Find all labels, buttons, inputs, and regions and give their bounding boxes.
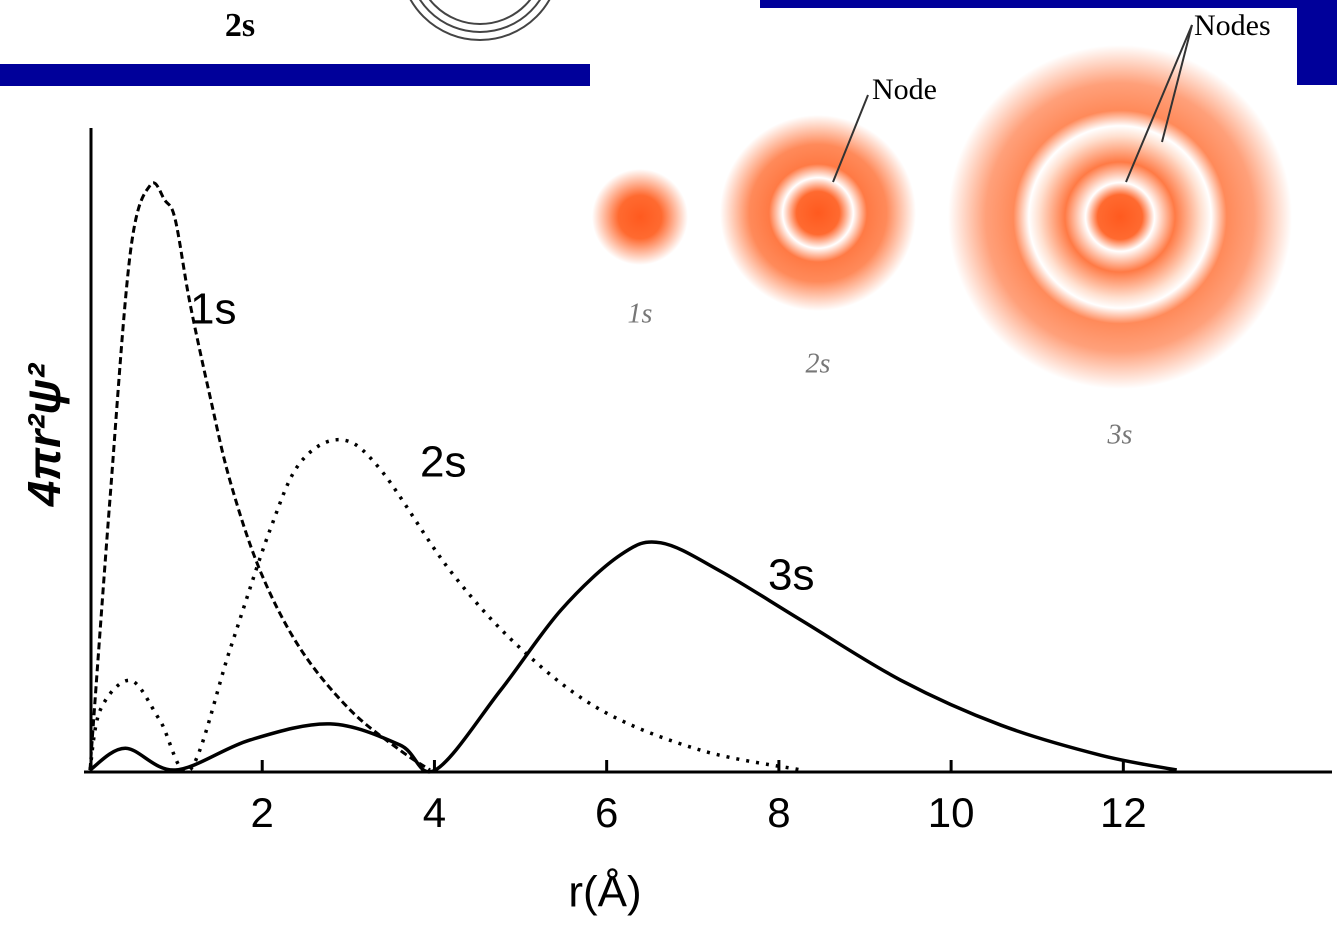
orbital-fragment xyxy=(409,0,551,41)
node-label: Node xyxy=(872,73,937,106)
banner-bar xyxy=(760,0,1337,8)
orbital-1s xyxy=(592,169,688,265)
orbital-label: 3s xyxy=(1107,419,1133,450)
series-label: 2s xyxy=(420,438,466,487)
x-tick-label: 6 xyxy=(595,789,618,836)
orbital-2s xyxy=(720,115,916,311)
series-line xyxy=(88,438,802,774)
y-axis-label: 4πr²ψ² xyxy=(18,362,70,507)
banner-bar xyxy=(1297,0,1337,85)
x-tick-label: 4 xyxy=(423,789,446,836)
x-tick-label: 8 xyxy=(767,789,790,836)
series-label: 3s xyxy=(768,551,814,600)
orbital-3s xyxy=(948,45,1292,389)
node-pointer xyxy=(1125,24,1193,183)
series-line xyxy=(88,181,431,772)
orbital-label: 1s xyxy=(628,298,653,329)
x-tick-label: 10 xyxy=(928,789,975,836)
x-tick-label: 12 xyxy=(1100,789,1147,836)
banner-bar xyxy=(0,64,590,86)
x-axis-label: r(Å) xyxy=(568,868,641,917)
node-pointer xyxy=(832,94,869,183)
node-pointer xyxy=(1161,24,1193,143)
orbital-label: 2s xyxy=(806,348,831,379)
series-line xyxy=(88,540,1178,774)
x-tick-label: 2 xyxy=(251,789,274,836)
series-label: 1s xyxy=(190,285,236,334)
nodes-label: Nodes xyxy=(1194,9,1271,42)
top-label: 2s xyxy=(225,7,255,44)
